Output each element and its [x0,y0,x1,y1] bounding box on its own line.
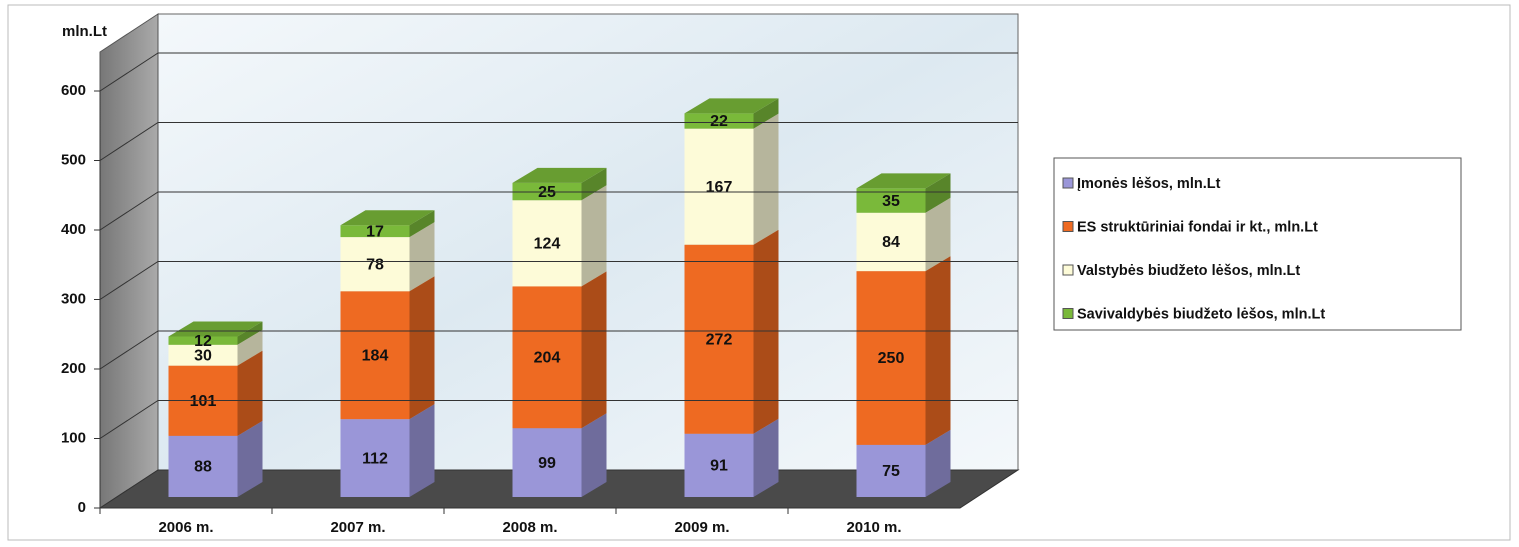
bar-segment [684,98,779,129]
y-tick-label: 100 [61,429,86,446]
bar-top [512,167,607,183]
grid-line [99,330,1018,370]
y-tick-label: 600 [61,82,86,99]
data-label: 30 [194,347,212,364]
bar-front [340,225,410,238]
grid-line [99,191,1018,231]
legend-label: ES struktūriniai fondai ir kt., mln.Lt [1077,219,1318,235]
y-tick-label: 200 [61,360,86,377]
y-tick-label: 500 [61,151,86,168]
bar-front [168,336,238,345]
y-tick-label: 0 [78,499,86,516]
data-label: 184 [362,347,389,364]
bar-side [409,222,435,292]
bar-side [925,197,951,272]
bar-side [753,98,779,129]
y-axis-label: mln.Lt [62,23,107,40]
bar-top [856,173,951,189]
data-label: 75 [882,463,900,480]
legend-swatch [1062,177,1074,189]
bar-front [168,344,238,366]
bar-side [925,429,951,497]
data-label: 204 [534,350,561,367]
legend-swatch [1062,264,1074,276]
bar-front [684,128,754,245]
legend [1053,157,1462,331]
bar-segment [340,210,435,238]
bar-side [581,271,607,429]
bar-front [512,286,582,429]
data-label: 35 [882,193,900,210]
bar-front [340,237,410,292]
bar-side [237,420,263,497]
data-label: 250 [878,350,905,367]
data-label: 101 [190,393,217,410]
x-tick-label: 2006 m. [158,519,213,536]
bar-segment [168,321,263,345]
bar-side [753,113,779,245]
data-label: 12 [194,333,212,350]
data-label: 78 [366,256,384,273]
data-label: 22 [710,113,728,130]
data-label: 91 [710,458,728,475]
y-tick-label: 300 [61,290,86,307]
bar-front [340,291,410,420]
bar-top [340,210,435,226]
frame [7,4,1511,541]
bar-segment [340,276,435,420]
bar-side [409,276,435,420]
legend-label: Įmonės lėšos, mln.Lt [1077,176,1221,192]
bar-front [340,419,410,497]
legend-label: Savivaldybės biudžeto lėšos, mln.Lt [1077,306,1325,322]
bar-front [512,428,582,497]
y-tick-label: 400 [61,221,86,238]
x-tick-label: 2010 m. [846,519,901,536]
data-label: 88 [194,459,212,476]
bar-side [237,350,263,436]
bar-side [925,173,951,213]
bar-side [237,329,263,366]
data-label: 112 [362,450,388,467]
grid-line [99,261,1018,300]
data-label: 84 [882,234,900,251]
bar-side [581,185,607,287]
bar-side [753,229,779,434]
legend-swatch [1062,221,1074,232]
legend-label: Valstybės biudžeto lėšos, mln.Lt [1077,263,1300,279]
bar-side [409,404,435,497]
data-label: 99 [538,455,556,472]
bar-front [684,433,754,497]
bar-side [925,256,951,445]
legend-swatch [1062,308,1074,319]
data-label: 17 [366,223,384,240]
x-tick-label: 2007 m. [330,519,385,536]
bar-side [409,210,435,238]
bar-top [168,321,263,337]
data-label: 124 [534,236,561,253]
x-tick-label: 2009 m. [674,519,729,536]
bar-front [168,435,238,497]
data-label: 272 [706,331,733,348]
bar-side [581,413,607,497]
grid-line [99,122,1018,161]
bar-side [753,418,779,497]
x-tick-label: 2008 m. [502,519,557,536]
bar-side [237,321,263,345]
bar-top [684,98,779,114]
bar-front [684,113,754,129]
grid-line [99,52,1018,92]
grid-line [99,400,1018,439]
bar-front [856,271,926,445]
bar-front [856,444,926,497]
bar-front [684,244,754,434]
bar-front [512,200,582,287]
side-wall [99,13,159,509]
data-label: 167 [706,179,733,196]
bar-segment [684,229,779,434]
